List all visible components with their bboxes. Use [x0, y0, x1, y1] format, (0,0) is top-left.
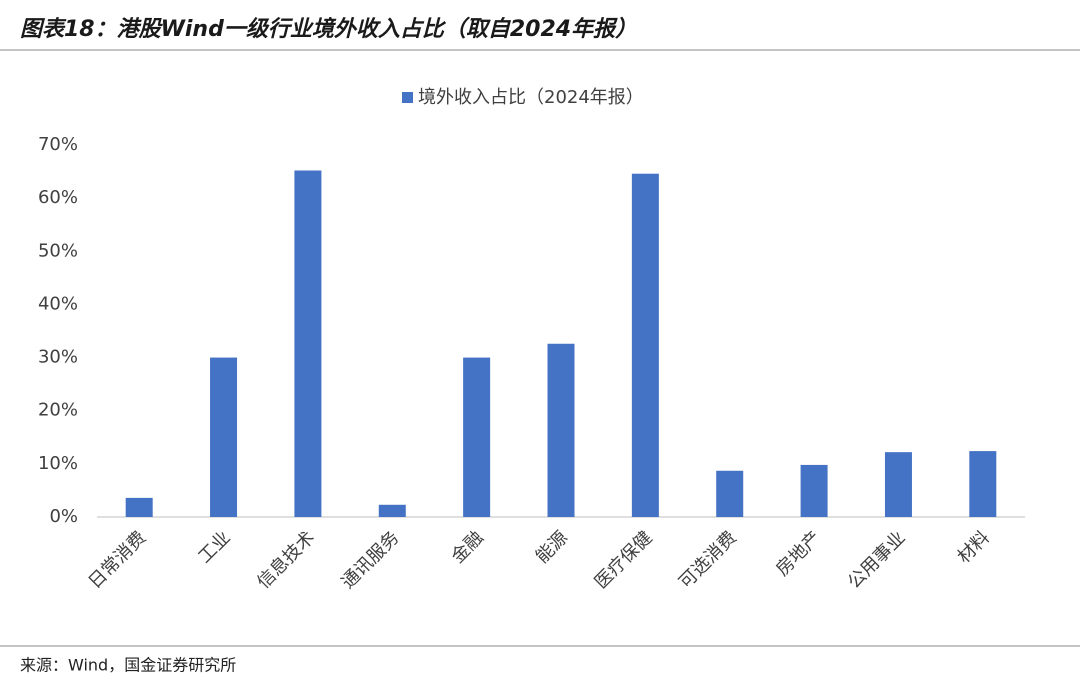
x-tick-label: 能源 — [532, 527, 572, 567]
y-tick-label: 60% — [38, 187, 78, 208]
y-tick-label: 70% — [38, 134, 78, 155]
y-tick-label: 40% — [38, 293, 78, 314]
x-tick-label: 可选消费 — [675, 527, 741, 593]
x-tick-label: 通讯服务 — [338, 527, 404, 593]
bar — [631, 173, 659, 517]
x-tick-label: 医疗保健 — [591, 527, 657, 593]
x-tick-label: 日常消费 — [84, 527, 150, 593]
source-note: 来源：Wind，国金证券研究所 — [20, 656, 236, 675]
bar — [125, 497, 153, 517]
bar — [378, 504, 406, 517]
bar — [294, 170, 322, 517]
y-tick-label: 30% — [38, 347, 78, 368]
x-tick-label: 信息技术 — [253, 527, 319, 593]
bar — [884, 452, 912, 517]
legend-label: 境外收入占比（2024年报） — [418, 87, 644, 108]
y-tick-label: 20% — [38, 400, 78, 421]
bar — [800, 464, 828, 517]
bar — [210, 357, 238, 517]
bar — [547, 343, 575, 517]
x-tick-label: 房地产 — [772, 527, 825, 580]
y-tick-label: 10% — [38, 453, 78, 474]
x-tick-label: 公用事业 — [844, 527, 910, 593]
y-tick-label: 0% — [49, 506, 78, 527]
bar — [463, 357, 491, 517]
legend-swatch — [402, 92, 413, 103]
x-tick-label: 材料 — [954, 527, 994, 567]
x-tick-label: 工业 — [194, 527, 234, 567]
chart-title: 图表18：港股Wind一级行业境外收入占比（取自2024年报） — [20, 16, 637, 42]
bar — [969, 451, 997, 517]
x-tick-label: 金融 — [447, 527, 487, 567]
y-tick-label: 50% — [38, 240, 78, 261]
bar — [716, 470, 744, 517]
